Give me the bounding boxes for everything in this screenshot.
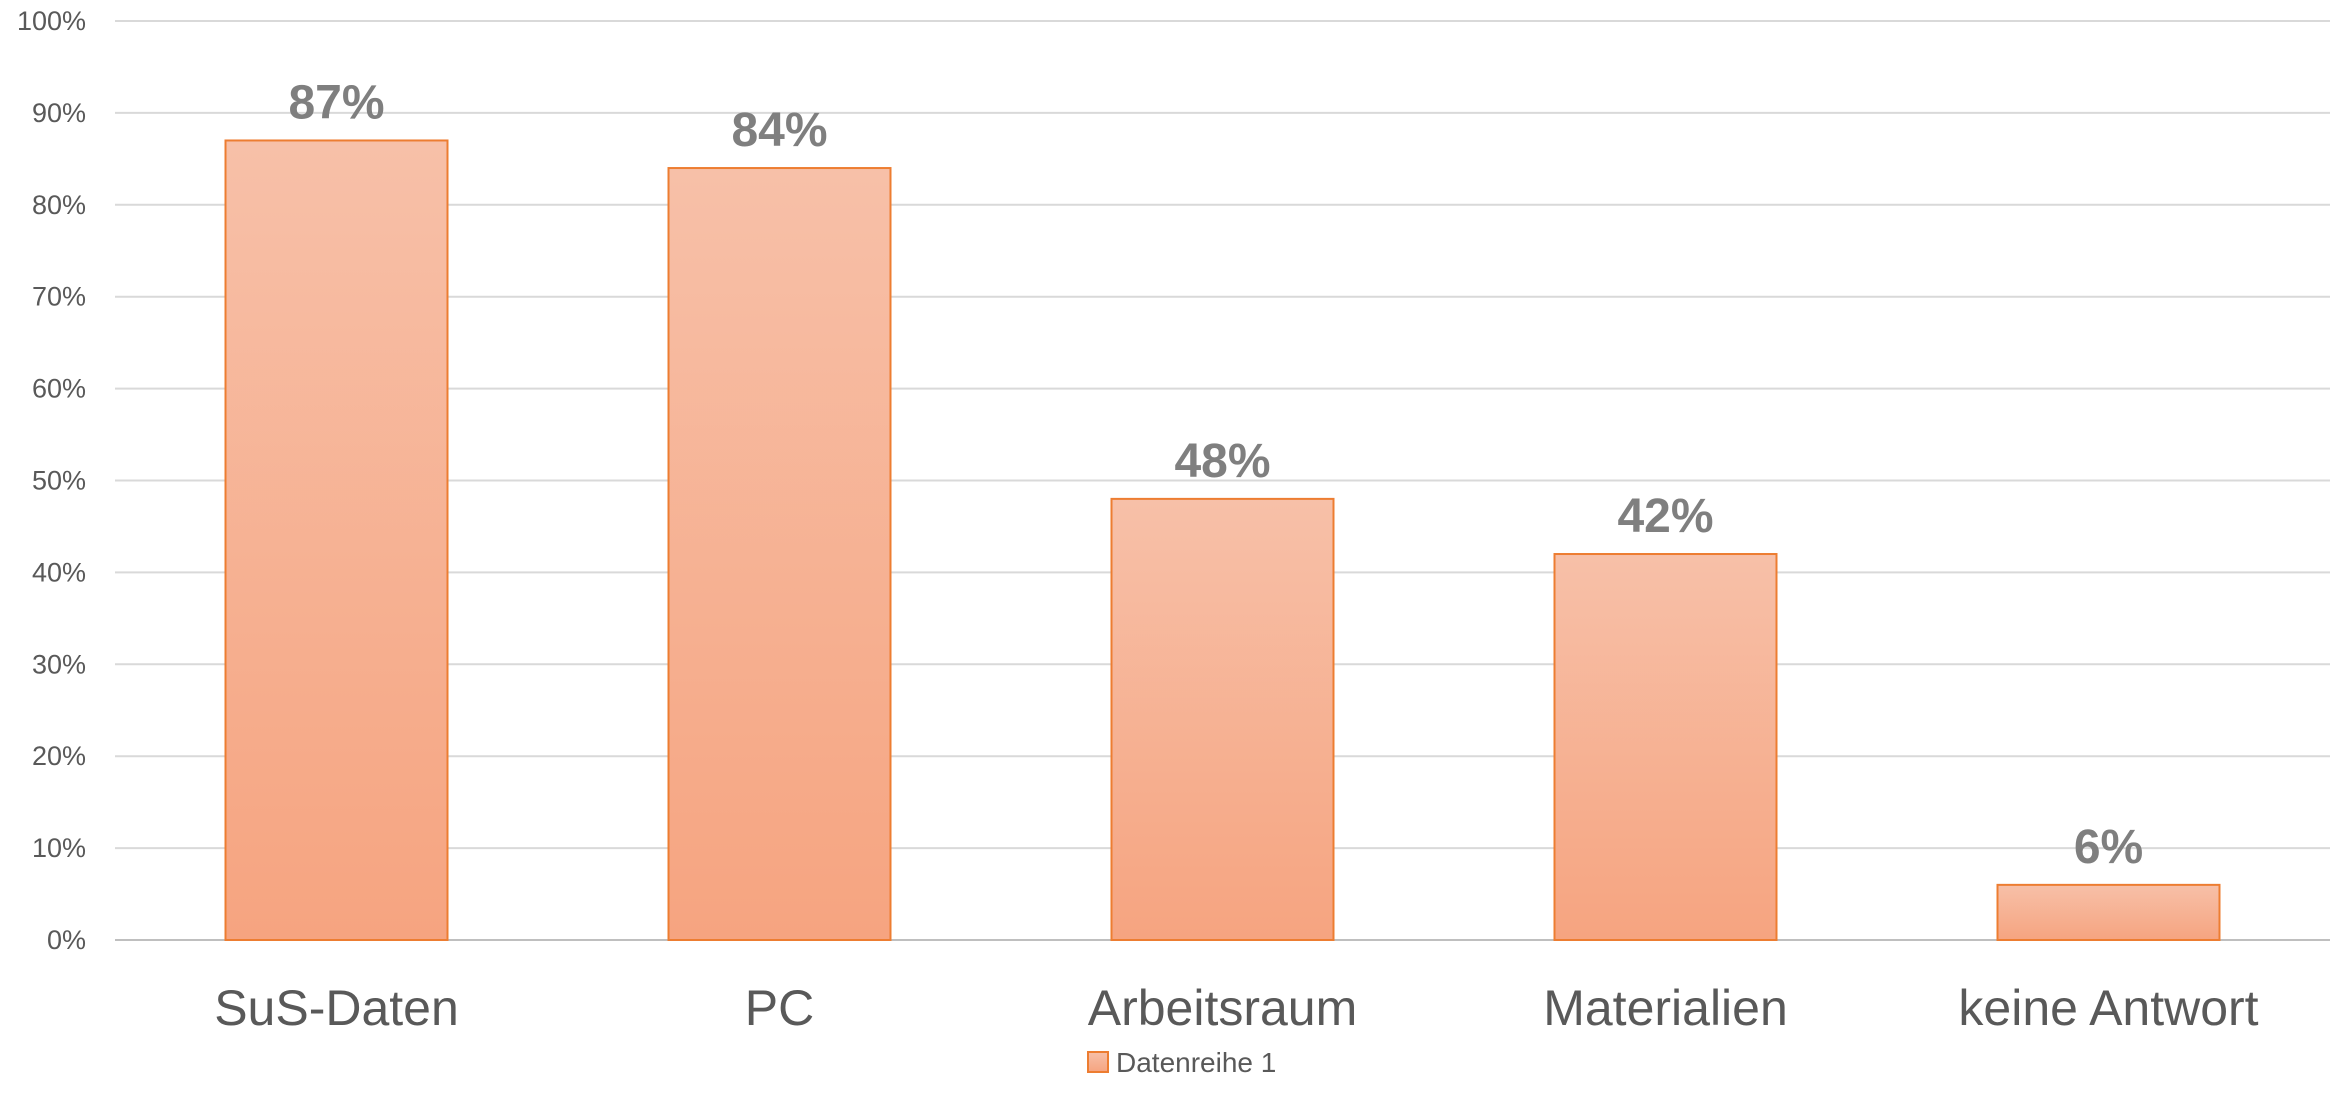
bar: [1553, 553, 1778, 942]
bar: [667, 167, 892, 942]
data-label: 84%: [731, 104, 827, 157]
bar: [1996, 883, 2221, 941]
y-tick-label: 0%: [47, 925, 86, 955]
x-tick-label: keine Antwort: [1958, 980, 2258, 1036]
data-label: 48%: [1174, 435, 1270, 488]
x-tick-label: PC: [745, 980, 814, 1036]
y-tick-label: 20%: [32, 741, 86, 771]
y-tick-label: 40%: [32, 557, 86, 587]
y-tick-label: 50%: [32, 466, 86, 496]
legend-label: Datenreihe 1: [1116, 1047, 1276, 1078]
x-axis-ticks: SuS-Daten PC Arbeitsraum Materialien keine A…: [214, 980, 2258, 1036]
bar: [224, 139, 449, 942]
y-tick-label: 70%: [32, 282, 86, 312]
y-tick-label: 90%: [32, 98, 86, 128]
x-tick-label: Materialien: [1543, 980, 1788, 1036]
y-tick-label: 100%: [17, 6, 86, 36]
y-tick-label: 80%: [32, 190, 86, 220]
y-tick-label: 30%: [32, 649, 86, 679]
legend-swatch: [1087, 1051, 1109, 1073]
data-label: 42%: [1617, 490, 1713, 543]
y-axis-ticks: 0% 10% 20% 30% 40% 50% 60% 70% 80% 90% 100%: [17, 6, 86, 955]
x-tick-label: SuS-Daten: [214, 980, 459, 1036]
x-tick-label: Arbeitsraum: [1088, 980, 1358, 1036]
bar: [1110, 497, 1335, 941]
legend: Datenreihe 1: [1087, 1047, 1276, 1078]
y-tick-label: 10%: [32, 833, 86, 863]
bars: [224, 139, 2221, 942]
y-tick-label: 60%: [32, 374, 86, 404]
data-label: 6%: [2074, 821, 2143, 874]
data-label: 87%: [288, 76, 384, 129]
data-labels: 87% 84% 48% 42% 6%: [288, 76, 2143, 873]
